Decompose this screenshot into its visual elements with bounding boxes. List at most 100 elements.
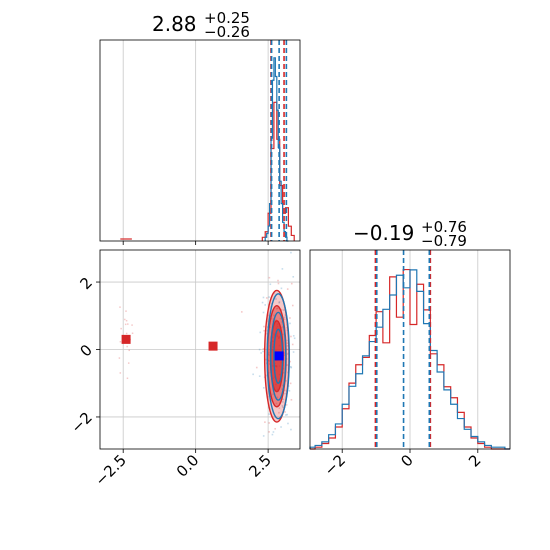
x-tick-label: 2 <box>465 451 484 470</box>
scatter-point <box>127 323 129 325</box>
red-square-marker <box>208 341 218 351</box>
top-left-title-sup: +0.25 <box>204 9 250 27</box>
scatter-point <box>292 276 295 278</box>
scatter-point <box>265 374 267 377</box>
scatter-point <box>268 360 270 362</box>
scatter-point <box>124 323 127 326</box>
scatter-point <box>283 354 286 356</box>
scatter-point <box>265 358 267 361</box>
scatter-point <box>125 332 128 335</box>
blue-contour <box>266 293 290 420</box>
scatter-point <box>131 332 134 335</box>
scatter-point <box>266 329 269 332</box>
scatter-point <box>282 401 284 403</box>
scatter-point <box>282 333 284 336</box>
scatter-point <box>281 404 284 407</box>
scatter-point <box>278 301 281 303</box>
scatter-point <box>258 348 261 351</box>
scatter-point <box>278 301 281 304</box>
scatter-point <box>269 326 271 328</box>
scatter-point <box>283 316 286 319</box>
scatter-point <box>272 318 275 320</box>
scatter-point <box>292 351 295 353</box>
y-tick-label: 2 <box>76 274 95 293</box>
scatter-point <box>281 268 284 270</box>
x-tick-label: 2.5 <box>245 451 275 481</box>
scatter-point <box>280 287 283 290</box>
scatter-point <box>279 317 282 320</box>
scatter-point <box>287 422 289 425</box>
x-tick-label: 0.0 <box>173 451 203 481</box>
scatter-point <box>240 311 243 313</box>
scatter-point <box>262 435 265 437</box>
top-left-panel-frame <box>99 39 301 242</box>
scatter-point <box>284 392 286 395</box>
scatter-point <box>291 304 294 307</box>
scatter-point <box>119 372 122 374</box>
scatter-point <box>282 406 284 408</box>
scatter-point <box>264 421 266 423</box>
scatter-point <box>289 360 291 363</box>
scatter-point <box>283 318 286 321</box>
scatter-point <box>120 327 122 330</box>
scatter-point <box>269 283 272 286</box>
scatter-point <box>273 292 276 294</box>
scatter-point <box>284 411 286 413</box>
scatter-point <box>293 337 296 340</box>
blue-histogram <box>309 269 510 450</box>
scatter-point <box>265 297 268 299</box>
scatter-point <box>259 331 262 334</box>
scatter-point <box>255 366 258 369</box>
scatter-point <box>127 362 130 364</box>
scatter-point <box>286 364 289 366</box>
scatter-point <box>268 276 271 279</box>
scatter-point <box>125 310 127 312</box>
scatter-point <box>290 282 293 285</box>
scatter-point <box>286 342 289 344</box>
scatter-point <box>277 279 279 282</box>
scatter-point <box>268 413 270 415</box>
scatter-point <box>118 357 121 359</box>
scatter-point <box>286 348 289 351</box>
scatter-point <box>273 314 275 317</box>
scatter-point <box>281 321 283 323</box>
scatter-point <box>276 307 279 310</box>
scatter-point <box>275 402 278 405</box>
bottom-right-title: −0.19 <box>353 221 414 245</box>
blue-contour <box>270 311 287 401</box>
scatter-point <box>292 335 295 337</box>
scatter-point <box>289 365 292 368</box>
scatter-point <box>281 388 283 391</box>
scatter-point <box>262 387 265 389</box>
red-square-marker <box>121 334 131 344</box>
scatter-point <box>282 372 285 374</box>
scatter-point <box>288 390 291 392</box>
scatter-point <box>268 354 270 356</box>
scatter-point <box>274 427 276 430</box>
scatter-point <box>264 304 267 306</box>
scatter-point <box>267 351 270 354</box>
scatter-point <box>278 407 281 409</box>
scatter-point <box>252 373 254 376</box>
y-tick-label: −2 <box>68 408 96 436</box>
scatter-point <box>280 308 283 311</box>
scatter-point <box>268 422 271 424</box>
scatter-point <box>268 296 270 298</box>
scatter-point <box>263 325 265 328</box>
scatter-point <box>276 396 279 399</box>
scatter-point <box>285 404 288 406</box>
scatter-point <box>285 380 287 382</box>
scatter-point <box>286 413 288 416</box>
scatter-point <box>290 251 292 254</box>
scatter-point <box>269 363 271 365</box>
scatter-point <box>289 382 292 385</box>
scatter-point <box>286 288 289 290</box>
scatter-point <box>131 324 133 326</box>
top-left-title: 2.88 <box>152 12 197 36</box>
bottom-right-title-sup: +0.76 <box>421 218 467 236</box>
scatter-point <box>272 393 274 396</box>
scatter-point <box>258 375 261 377</box>
scatter-point <box>261 301 264 304</box>
scatter-point <box>285 414 287 416</box>
